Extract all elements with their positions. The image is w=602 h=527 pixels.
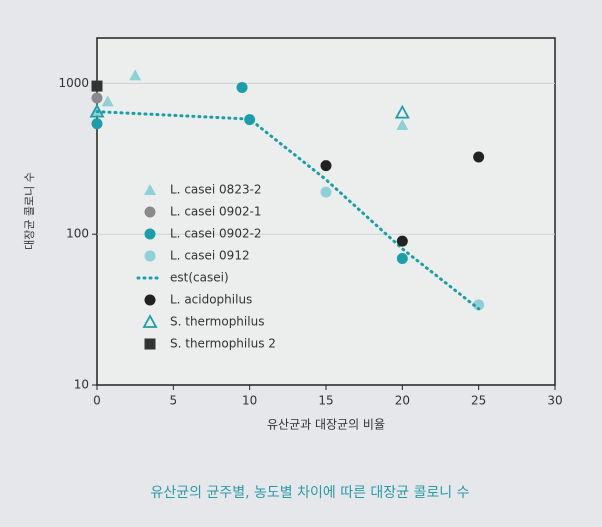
point — [101, 95, 114, 107]
point — [473, 151, 485, 163]
y-tick-label: 10 — [74, 378, 89, 392]
x-tick-label: 0 — [93, 394, 101, 408]
point — [91, 92, 103, 104]
point — [320, 186, 332, 198]
legend-label: L. casei 0823-2 — [170, 183, 262, 197]
point — [91, 118, 103, 130]
point — [396, 252, 408, 264]
legend-label: est(casei) — [170, 271, 229, 285]
caption: 유산균의 균주별, 농도별 차이에 따른 대장균 콜로니 수 — [151, 485, 470, 501]
point — [91, 80, 103, 92]
x-tick-label: 10 — [242, 394, 257, 408]
legend-label: L. acidophilus — [170, 293, 252, 307]
trend-line — [95, 110, 481, 311]
point — [89, 103, 105, 118]
x-axis-label: 유산균과 대장균의 비율 — [267, 418, 385, 432]
legend-key — [144, 184, 156, 195]
point — [396, 235, 408, 247]
point — [320, 160, 332, 172]
legend-label: S. thermophilus 2 — [170, 337, 276, 351]
legend-label: L. casei 0902-1 — [170, 205, 262, 219]
legend-label: S. thermophilus — [170, 315, 264, 329]
point — [236, 81, 248, 93]
x-tick-label: 15 — [318, 394, 333, 408]
legend-label: L. casei 0912 — [170, 249, 250, 263]
point — [473, 299, 485, 311]
legend-key — [144, 228, 156, 240]
x-tick-label: 5 — [170, 394, 178, 408]
legend-key — [144, 338, 156, 350]
y-tick-label: 1000 — [58, 76, 89, 90]
legend-key — [144, 206, 156, 218]
x-tick-label: 25 — [471, 394, 486, 408]
legend-key — [144, 294, 156, 306]
y-axis-label: 대장균 콜로니 수 — [23, 172, 36, 250]
point — [396, 118, 409, 130]
y-tick-label: 100 — [66, 227, 89, 241]
point — [129, 69, 142, 81]
point — [394, 104, 410, 119]
legend-key — [142, 314, 158, 328]
x-tick-label: 20 — [395, 394, 410, 408]
legend-key — [144, 250, 156, 262]
plot-area — [96, 37, 556, 386]
x-tick-label: 30 — [547, 394, 562, 408]
legend-label: L. casei 0902-2 — [170, 227, 262, 241]
